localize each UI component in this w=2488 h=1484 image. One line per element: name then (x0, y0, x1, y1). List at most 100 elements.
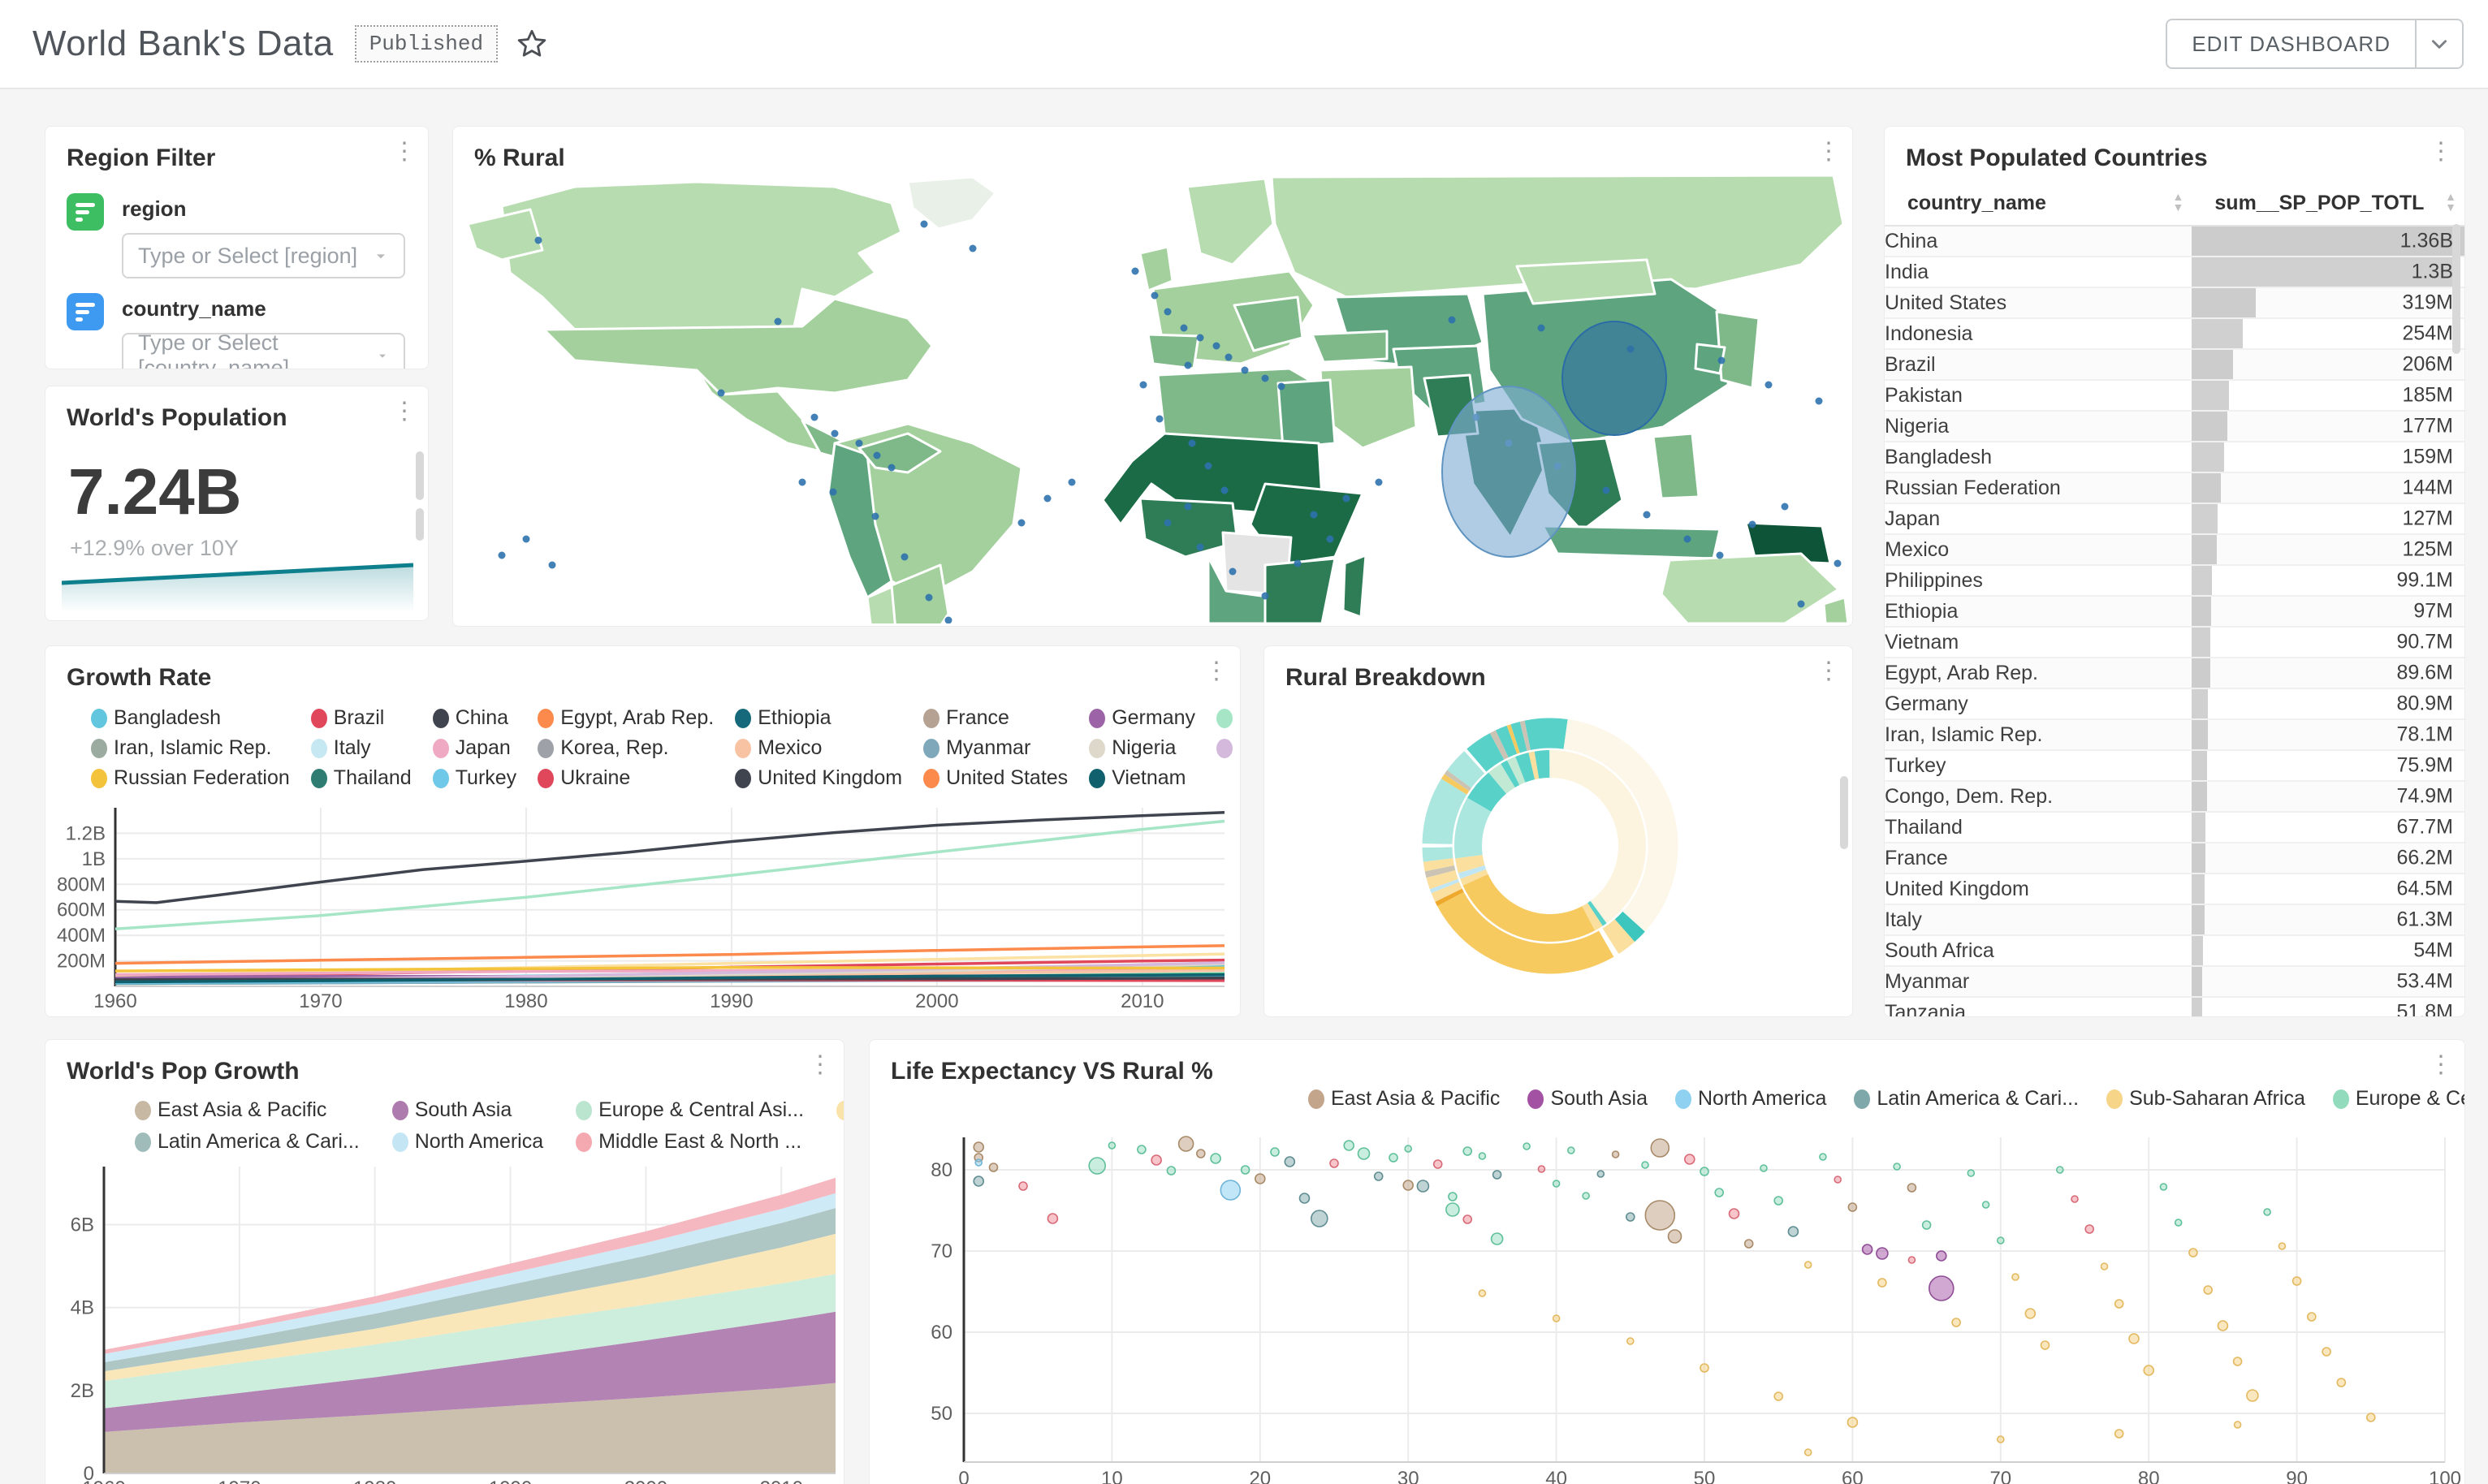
sunburst-segment[interactable] (1454, 750, 1646, 942)
country-select[interactable]: Type or Select [country_name] (122, 330, 405, 369)
line-series[interactable] (114, 819, 1225, 931)
scatter-bubble[interactable] (1490, 1232, 1504, 1245)
country-shape[interactable] (1660, 552, 1840, 623)
line-series[interactable] (114, 944, 1225, 965)
legend-item[interactable]: North America (1674, 1087, 1826, 1111)
scatter-bubble[interactable] (1847, 1202, 1858, 1212)
country-shape[interactable] (1515, 258, 1657, 305)
scatter-bubble[interactable] (1644, 1200, 1676, 1231)
life-expectancy-scatter-chart[interactable]: 0 10 20 30 40 50 60 70 80 90 100 50 60 70 80 (870, 1123, 2465, 1484)
country-shape[interactable] (1147, 333, 1200, 370)
scatter-bubble[interactable] (2278, 1242, 2287, 1250)
scatter-bubble[interactable] (1240, 1165, 1250, 1175)
legend-item[interactable]: Egypt, Arab Rep. (538, 706, 714, 730)
line-series[interactable] (114, 810, 1225, 904)
legend-item[interactable]: Latin America & Cari... (135, 1130, 360, 1154)
scatter-bubble[interactable] (1462, 1146, 1473, 1156)
scatter-bubble[interactable] (1997, 1435, 2005, 1443)
line-series[interactable] (114, 965, 1225, 973)
area-series[interactable] (104, 1274, 836, 1409)
scatter-bubble[interactable] (1492, 1170, 1502, 1180)
scatter-bubble[interactable] (1310, 1210, 1328, 1227)
table-row[interactable]: Congo, Dem. Rep. 74.9M (1885, 781, 2464, 813)
scatter-bubble[interactable] (2071, 1195, 2079, 1203)
country-shape[interactable] (1744, 521, 1832, 565)
scatter-bubble[interactable] (1195, 1149, 1206, 1158)
scatter-bubble[interactable] (1907, 1256, 1916, 1264)
table-row[interactable]: Egypt, Arab Rep. 89.6M (1885, 658, 2464, 689)
table-row[interactable]: United Kingdom 64.5M (1885, 874, 2464, 905)
scatter-bubble[interactable] (1929, 1275, 1955, 1301)
scatter-bubble[interactable] (2114, 1429, 2124, 1439)
country-shape[interactable] (890, 563, 950, 623)
scatter-bubble[interactable] (1773, 1391, 1783, 1401)
scatter-bubble[interactable] (2143, 1365, 2154, 1376)
legend-item[interactable]: Mexico (735, 736, 902, 760)
scatter-bubble[interactable] (1270, 1147, 1280, 1157)
scatter-bubble[interactable] (1625, 1212, 1635, 1222)
region-select[interactable]: Type or Select [region] (122, 233, 405, 278)
sunburst-segment[interactable] (1422, 718, 1678, 974)
country-shape[interactable] (857, 432, 942, 474)
legend-item[interactable]: Sub-Saharan Africa (2106, 1087, 2305, 1111)
table-row[interactable]: United States 319M (1885, 287, 2464, 319)
scatter-bubble[interactable] (1210, 1153, 1221, 1164)
sunburst-segment[interactable] (1454, 750, 1646, 942)
scatter-bubble[interactable] (1478, 1289, 1487, 1297)
scatter-bubble[interactable] (1951, 1318, 1961, 1327)
scatter-bubble[interactable] (1877, 1278, 1887, 1288)
country-shape[interactable] (542, 297, 934, 396)
scatter-bubble[interactable] (1596, 1170, 1605, 1178)
scatter-bubble[interactable] (1683, 1154, 1695, 1165)
table-row[interactable]: Germany 80.9M (1885, 688, 2464, 720)
scatter-bubble[interactable] (1357, 1147, 1371, 1160)
scatter-bubble[interactable] (1760, 1164, 1768, 1172)
scatter-bubble[interactable] (1373, 1171, 1384, 1181)
country-shape[interactable] (906, 175, 997, 231)
scatter-bubble[interactable] (2114, 1299, 2124, 1309)
legend-item[interactable]: India (1216, 706, 1240, 730)
scatter-bubble[interactable] (1284, 1156, 1296, 1167)
scatter-bubble[interactable] (1298, 1193, 1311, 1204)
scatter-bubble[interactable] (1787, 1226, 1799, 1237)
scatter-bubble[interactable] (2203, 1285, 2213, 1295)
scatter-bubble[interactable] (2056, 1166, 2064, 1174)
scatter-bubble[interactable] (1626, 1337, 1635, 1345)
scatter-bubble[interactable] (1861, 1244, 1873, 1255)
country-shape[interactable] (1311, 330, 1389, 364)
country-shape[interactable] (1341, 554, 1367, 619)
population-bubble[interactable] (1561, 321, 1667, 436)
legend-item[interactable]: Sub-Saharan Africa (836, 1098, 844, 1122)
sunburst-segment[interactable] (1422, 718, 1678, 974)
country-shape[interactable] (827, 442, 893, 599)
scatter-bubble[interactable] (1478, 1152, 1487, 1160)
country-shape[interactable] (1263, 557, 1337, 623)
kebab-menu-icon[interactable]: ⋮ (392, 138, 417, 165)
scatter-bubble[interactable] (1220, 1180, 1242, 1201)
scatter-bubble[interactable] (1254, 1173, 1266, 1184)
kebab-menu-icon[interactable]: ⋮ (1816, 658, 1841, 684)
line-series[interactable] (114, 973, 1225, 984)
scatter-bubble[interactable] (2159, 1183, 2168, 1191)
kebab-menu-icon[interactable]: ⋮ (2429, 1051, 2453, 1078)
published-badge[interactable]: Published (354, 25, 499, 63)
scatter-bubble[interactable] (1803, 1448, 1812, 1456)
table-row[interactable]: Japan 127M (1885, 503, 2464, 535)
scatter-bubble[interactable] (1462, 1214, 1473, 1224)
legend-item[interactable]: France (923, 706, 1068, 730)
country-shape[interactable] (1541, 524, 1721, 560)
scatter-bubble[interactable] (1936, 1250, 1947, 1262)
scatter-bubble[interactable] (973, 1176, 984, 1187)
scatter-bubble[interactable] (2322, 1347, 2331, 1357)
scatter-bubble[interactable] (2263, 1208, 2271, 1216)
scatter-bubble[interactable] (1343, 1140, 1355, 1151)
scatter-bubble[interactable] (2233, 1421, 2242, 1429)
kebab-menu-icon[interactable]: ⋮ (2429, 138, 2453, 165)
scatter-bubble[interactable] (2024, 1308, 2037, 1319)
kebab-menu-icon[interactable]: ⋮ (1816, 138, 1841, 165)
area-series[interactable] (104, 1233, 836, 1382)
table-row[interactable]: Turkey 75.9M (1885, 750, 2464, 782)
scatter-bubble[interactable] (1667, 1229, 1682, 1244)
scatter-bubble[interactable] (2336, 1378, 2347, 1387)
area-series[interactable] (104, 1311, 836, 1432)
